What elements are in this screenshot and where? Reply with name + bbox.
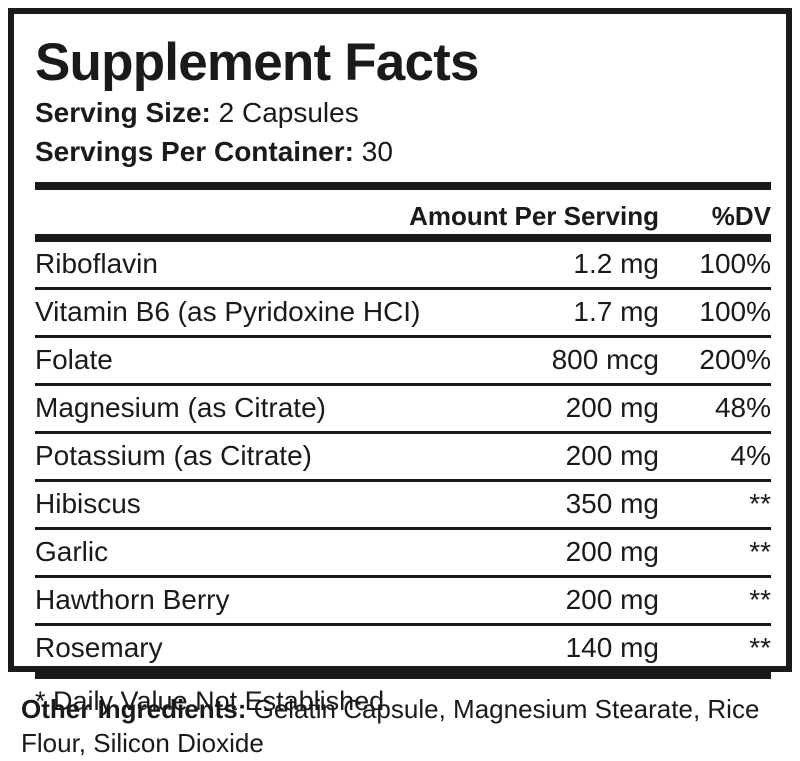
serving-size-value: 2 Capsules xyxy=(218,97,359,128)
table-row: Potassium (as Citrate) 200 mg 4% xyxy=(35,434,771,479)
table-row: Hibiscus 350 mg ** xyxy=(35,482,771,527)
table-row: Rosemary 140 mg ** xyxy=(35,626,771,671)
nutrient-name: Magnesium (as Citrate) xyxy=(35,392,326,424)
nutrient-amount: 1.2 mg xyxy=(573,248,659,280)
other-ingredients-value: Gelatin Capsule, Magnesium Stearate, Ric… xyxy=(21,694,760,759)
nutrient-dv: ** xyxy=(749,632,771,664)
rule-above-nutrient-rows xyxy=(35,233,771,242)
percent-dv-header: %DV xyxy=(711,200,771,231)
nutrient-dv: 100% xyxy=(699,296,771,328)
table-row: Magnesium (as Citrate) 200 mg 48% xyxy=(35,386,771,431)
nutrient-dv: 100% xyxy=(699,248,771,280)
nutrient-dv: ** xyxy=(749,584,771,616)
table-row: Hawthorn Berry 200 mg ** xyxy=(35,578,771,623)
nutrient-amount: 350 mg xyxy=(565,488,659,520)
rule-above-footnote xyxy=(35,670,771,679)
row-divider xyxy=(35,478,771,482)
nutrient-dv: 48% xyxy=(714,392,771,424)
nutrient-amount: 200 mg xyxy=(565,392,659,424)
servings-per-container-label: Servings Per Container: xyxy=(35,136,354,168)
other-ingredients-section: Other Ingredients: Gelatin Capsule, Magn… xyxy=(21,692,781,761)
nutrient-amount: 800 mcg xyxy=(551,344,659,376)
rule-below-serving-info xyxy=(35,181,771,190)
amount-per-serving-header: Amount Per Serving xyxy=(409,200,659,231)
table-row: Riboflavin 1.2 mg 100% xyxy=(35,242,771,287)
nutrient-rows: Riboflavin 1.2 mg 100% Vitamin B6 (as Py… xyxy=(35,242,771,671)
table-row: Folate 800 mcg 200% xyxy=(35,338,771,383)
table-row: Garlic 200 mg ** xyxy=(35,530,771,575)
nutrient-dv: ** xyxy=(749,536,771,568)
row-divider xyxy=(35,430,771,434)
nutrient-name: Rosemary xyxy=(35,632,163,664)
row-divider xyxy=(35,334,771,338)
nutrient-name: Hibiscus xyxy=(35,488,141,520)
nutrient-amount: 200 mg xyxy=(565,440,659,472)
serving-size-label: Serving Size: xyxy=(35,97,211,128)
row-divider xyxy=(35,382,771,386)
servings-per-container-value: 30 xyxy=(361,136,393,168)
nutrient-amount: 1.7 mg xyxy=(573,296,659,328)
row-divider xyxy=(35,622,771,626)
nutrient-dv: 200% xyxy=(699,344,771,376)
panel-inner: Supplement Facts Serving Size: 2 Capsule… xyxy=(14,33,786,716)
supplement-facts-panel: Supplement Facts Serving Size: 2 Capsule… xyxy=(8,8,792,716)
row-divider xyxy=(35,286,771,290)
nutrient-name: Garlic xyxy=(35,536,109,568)
other-ingredients-label: Other Ingredients: xyxy=(21,694,247,724)
nutrient-amount: 200 mg xyxy=(565,584,659,616)
nutrient-name: Hawthorn Berry xyxy=(35,584,230,616)
row-divider xyxy=(35,574,771,578)
panel-title: Supplement Facts xyxy=(35,33,479,92)
nutrient-dv: 4% xyxy=(730,440,771,472)
servings-per-container-line: Servings Per Container: 30 xyxy=(35,136,771,167)
nutrient-name: Folate xyxy=(35,344,113,376)
nutrient-amount: 200 mg xyxy=(565,536,659,568)
table-row: Vitamin B6 (as Pyridoxine HCI) 1.7 mg 10… xyxy=(35,290,771,335)
nutrient-name: Riboflavin xyxy=(35,248,158,280)
nutrient-amount: 140 mg xyxy=(565,632,659,664)
nutrient-name: Vitamin B6 (as Pyridoxine HCI) xyxy=(35,296,421,328)
nutrient-dv: ** xyxy=(749,488,771,520)
column-header-row: Amount Per Serving %DV xyxy=(35,190,771,234)
serving-size-line: Serving Size: 2 Capsules xyxy=(35,97,771,128)
row-divider xyxy=(35,526,771,530)
daily-value-footnote: * Daily Value Not Established xyxy=(35,685,385,716)
nutrient-name: Potassium (as Citrate) xyxy=(35,440,312,472)
